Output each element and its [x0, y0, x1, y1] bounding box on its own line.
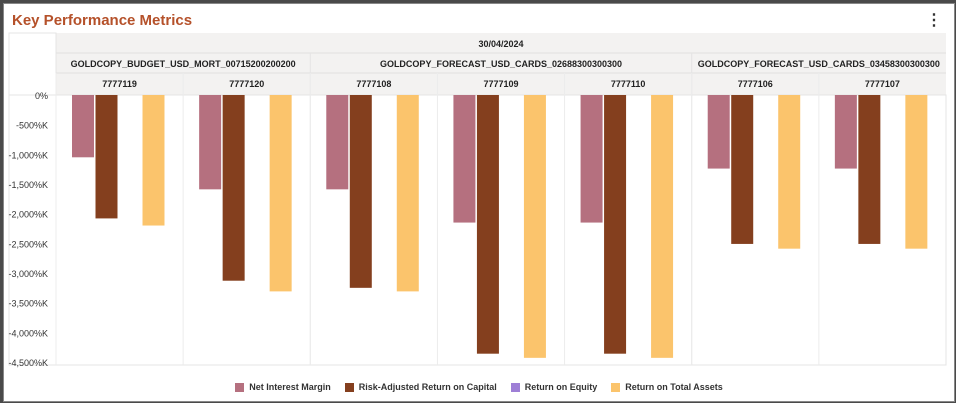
bar-net-interest-margin-7777109	[453, 95, 476, 223]
group-header: GOLDCOPY_BUDGET_USD_MORT_00715200200200	[71, 59, 296, 69]
bar-risk-adjusted-return-on-capital-7777107	[858, 95, 881, 244]
legend-swatch	[344, 382, 354, 392]
category-label: 7777108	[356, 79, 391, 89]
bar-risk-adjusted-return-on-capital-7777110	[604, 95, 627, 354]
group-header: GOLDCOPY_FORECAST_USD_CARDS_026883003003…	[380, 59, 622, 69]
y-tick-label: -1,000%K	[8, 150, 48, 160]
legend: Net Interest Margin Risk-Adjusted Return …	[4, 382, 954, 392]
y-tick-label: -4,500%K	[8, 358, 48, 368]
y-tick-label: -1,500%K	[8, 180, 48, 190]
bar-return-on-total-assets-7777110	[651, 95, 674, 358]
bar-return-on-total-assets-7777109	[523, 95, 546, 358]
legend-item[interactable]: Return on Equity	[510, 382, 598, 392]
bar-risk-adjusted-return-on-capital-7777119	[95, 95, 118, 219]
bar-chart: 30/04/2024 GOLDCOPY_BUDGET_USD_MORT_00715…	[8, 32, 947, 368]
bar-risk-adjusted-return-on-capital-7777106	[731, 95, 754, 244]
y-tick-label: 0%	[35, 91, 48, 101]
legend-item[interactable]: Risk-Adjusted Return on Capital	[344, 382, 497, 392]
date-header: 30/04/2024	[478, 39, 523, 49]
header-bg	[9, 33, 946, 95]
legend-item[interactable]: Return on Total Assets	[611, 382, 723, 392]
bar-net-interest-margin-7777119	[72, 95, 94, 158]
bar-return-on-total-assets-7777120	[269, 95, 292, 292]
bar-return-on-total-assets-7777107	[905, 95, 928, 249]
legend-swatch	[510, 382, 520, 392]
legend-label: Risk-Adjusted Return on Capital	[358, 382, 497, 392]
bar-return-on-total-assets-7777119	[142, 95, 165, 226]
bar-net-interest-margin-7777106	[707, 95, 730, 169]
legend-swatch	[235, 382, 245, 392]
legend-label: Net Interest Margin	[249, 382, 331, 392]
y-tick-label: -4,000%K	[8, 328, 48, 338]
bar-return-on-total-assets-7777106	[778, 95, 801, 249]
category-label: 7777119	[102, 79, 137, 89]
category-label: 7777110	[611, 79, 646, 89]
category-label: 7777107	[865, 79, 900, 89]
legend-item[interactable]: Net Interest Margin	[235, 382, 331, 392]
more-vertical-icon[interactable]: ⋮	[926, 12, 942, 29]
bar-net-interest-margin-7777120	[199, 95, 222, 190]
bar-risk-adjusted-return-on-capital-7777120	[222, 95, 245, 281]
group-header: GOLDCOPY_FORECAST_USD_CARDS_034583003003…	[698, 59, 940, 69]
category-label: 7777109	[483, 79, 518, 89]
y-tick-label: -500%K	[16, 121, 48, 131]
y-tick-label: -3,500%K	[8, 299, 48, 309]
y-tick-label: -2,000%K	[8, 210, 48, 220]
y-tick-label: -3,000%K	[8, 269, 48, 279]
corner-cell	[8, 32, 57, 96]
bar-risk-adjusted-return-on-capital-7777109	[476, 95, 499, 354]
bar-return-on-total-assets-7777108	[396, 95, 419, 292]
y-tick-label: -2,500%K	[8, 239, 48, 249]
legend-swatch	[611, 382, 621, 392]
bar-net-interest-margin-7777110	[580, 95, 603, 223]
bar-net-interest-margin-7777108	[326, 95, 349, 190]
category-label: 7777106	[738, 79, 773, 89]
category-label: 7777120	[229, 79, 264, 89]
bar-risk-adjusted-return-on-capital-7777108	[349, 95, 372, 288]
kpi-panel: Key Performance Metrics ⋮ 30/04/2024 GOLD…	[3, 3, 955, 402]
panel-title: Key Performance Metrics	[12, 12, 193, 29]
legend-label: Return on Equity	[524, 382, 598, 392]
bar-net-interest-margin-7777107	[834, 95, 857, 169]
legend-label: Return on Total Assets	[625, 382, 723, 392]
